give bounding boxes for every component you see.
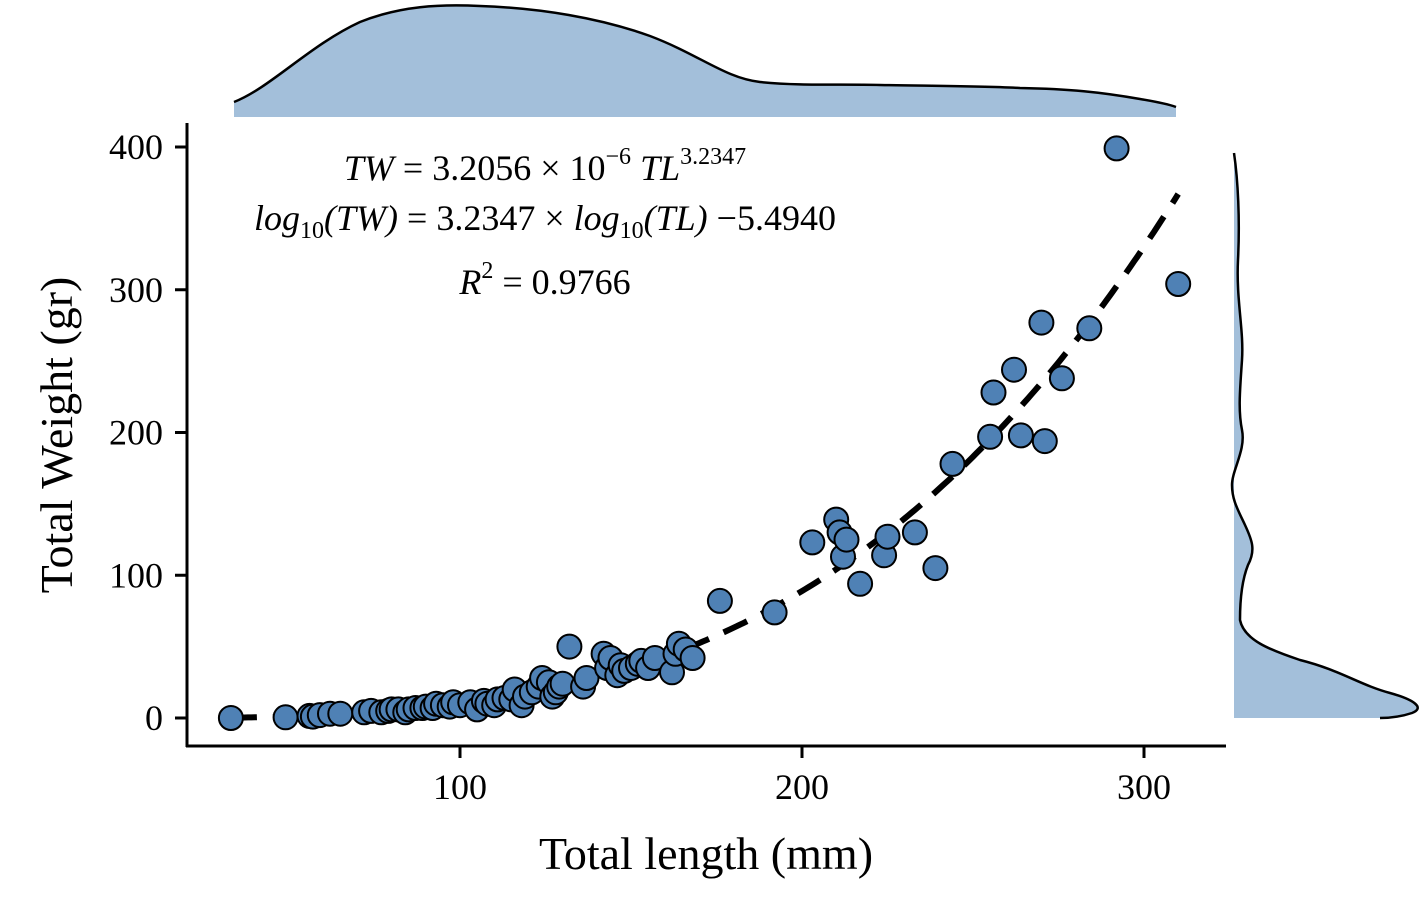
x-tick-label: 100	[433, 767, 487, 807]
y-density-outline	[1230, 152, 1419, 720]
data-point	[1028, 309, 1055, 336]
data-point	[679, 645, 706, 671]
x-tick-label: 200	[775, 767, 829, 807]
data-point	[977, 423, 1004, 450]
x-tick-label: 300	[1117, 767, 1171, 807]
equation-line-3: R2 = 0.9766	[458, 258, 630, 302]
data-point	[556, 633, 583, 660]
data-point	[922, 555, 949, 582]
points-layer	[217, 135, 1192, 731]
data-point	[1076, 315, 1103, 342]
equation-line-1: TW = 3.2056 × 10−6 TL3.2347	[344, 144, 746, 188]
y-tick-label: 200	[109, 413, 163, 453]
data-point	[939, 450, 966, 477]
data-point	[573, 665, 600, 691]
data-point	[706, 587, 733, 614]
data-point	[980, 379, 1007, 406]
data-point	[1001, 356, 1027, 383]
y-tick-label: 0	[145, 698, 163, 738]
data-point	[1165, 271, 1192, 297]
y-tick-label: 400	[109, 127, 163, 167]
data-point	[847, 570, 874, 597]
data-point	[327, 700, 354, 727]
fit-curve	[230, 192, 1181, 721]
equation-line-2: log10(TW) = 3.2347 × log10(TL) −5.4940	[254, 198, 836, 244]
data-point	[217, 705, 244, 731]
data-point	[272, 704, 299, 731]
y-density-curve	[1232, 153, 1418, 718]
x-density-curve	[234, 5, 1176, 117]
fit-layer	[230, 192, 1181, 721]
axis-ticks: 100 200 300 0 100 200 300 400	[109, 127, 1171, 807]
x-density-outline	[233, 4, 1177, 109]
fit-equation: TW = 3.2056 × 10−6 TL3.2347 log10(TW) = …	[254, 144, 836, 302]
data-point	[833, 526, 860, 553]
y-axis-title: Total Weight (gr)	[31, 277, 82, 594]
y-tick-label: 300	[109, 270, 163, 310]
data-point	[761, 599, 788, 626]
x-axis-title: Total length (mm)	[539, 828, 873, 879]
data-point	[799, 529, 826, 556]
data-point	[1103, 135, 1130, 162]
data-point	[1031, 428, 1058, 455]
data-point	[1048, 365, 1075, 392]
data-point	[874, 523, 901, 550]
y-tick-label: 100	[109, 555, 163, 595]
data-point	[901, 519, 928, 546]
data-point	[1007, 422, 1034, 449]
